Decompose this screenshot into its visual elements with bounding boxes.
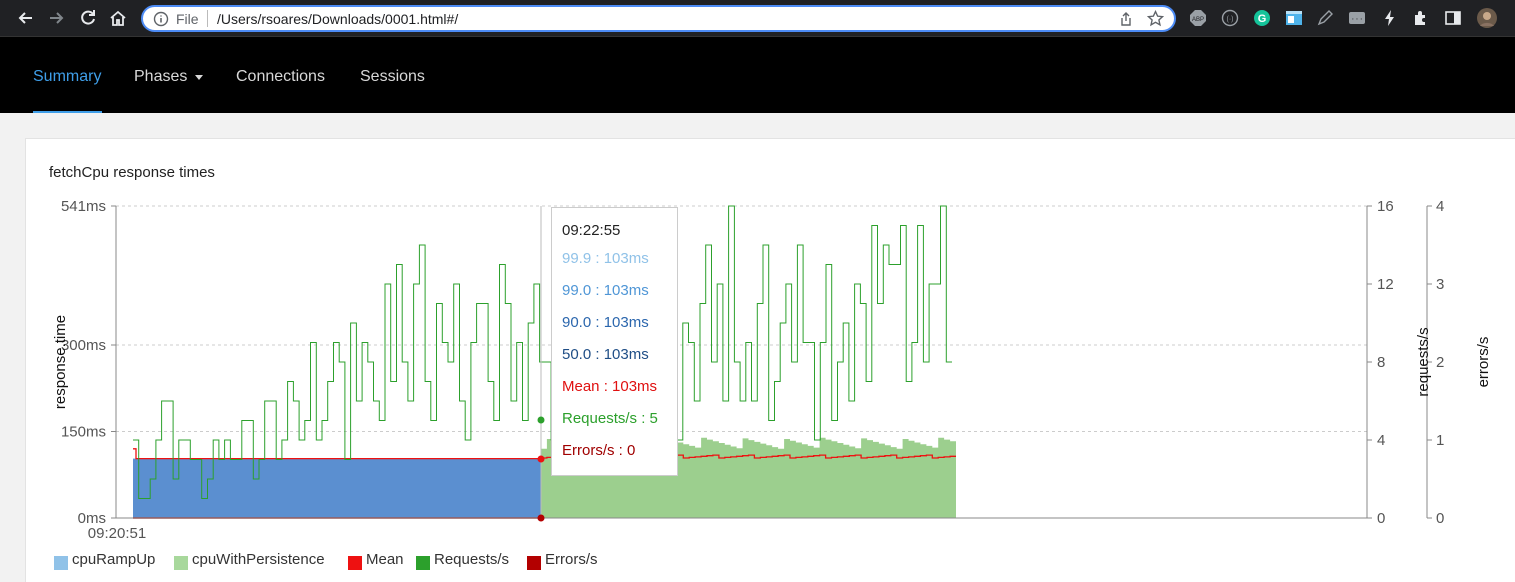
legend-label: cpuWithPersistence xyxy=(192,551,325,568)
app-navbar: Summary Phases Connections Sessions xyxy=(0,36,1515,114)
chart-title: fetchCpu response times xyxy=(49,164,215,181)
nav-phases-label: Phases xyxy=(134,68,188,85)
url-scheme-label: File xyxy=(176,11,199,27)
hover-point-mean xyxy=(537,455,545,463)
y2-axis-title: requests/s xyxy=(1415,327,1432,396)
back-icon[interactable] xyxy=(16,8,36,28)
terminal-extension-icon[interactable]: ··· xyxy=(1348,9,1366,27)
y3-tick-label: 3 xyxy=(1436,276,1444,293)
area-layer xyxy=(133,437,956,518)
legend-label: cpuRampUp xyxy=(72,551,156,568)
tooltip-mean: Mean : 103ms xyxy=(562,378,658,395)
y-axis-title: response.time xyxy=(52,315,69,409)
y2-tick-label: 12 xyxy=(1377,276,1394,293)
tooltip-p900: 90.0 : 103ms xyxy=(562,314,649,331)
browser-toolbar: File /Users/rsoares/Downloads/0001.html#… xyxy=(0,0,1515,36)
y2-tick-label: 4 xyxy=(1377,432,1385,449)
y2-tick-label: 0 xyxy=(1377,510,1385,527)
axes: 0ms150ms300ms541ms04812160123409:20:51re… xyxy=(52,198,1492,542)
legend-swatch xyxy=(527,556,541,570)
legend-swatch xyxy=(54,556,68,570)
hover-point-requests xyxy=(537,416,545,424)
legend-label: Requests/s xyxy=(434,551,510,568)
address-bar[interactable]: File /Users/rsoares/Downloads/0001.html#… xyxy=(141,5,1176,32)
legend-swatch xyxy=(174,556,188,570)
tooltip-requests: Requests/s : 5 xyxy=(562,410,658,427)
cpuRampUp-area xyxy=(133,458,541,518)
svg-text:(·): (·) xyxy=(1227,16,1234,23)
info-icon[interactable] xyxy=(153,11,169,27)
nav-sessions[interactable]: Sessions xyxy=(360,68,425,85)
tooltip-errors: Errors/s : 0 xyxy=(562,442,636,459)
puzzle-extensions-icon[interactable] xyxy=(1412,9,1430,27)
grammarly-extension-icon[interactable]: G xyxy=(1253,9,1271,27)
share-icon[interactable] xyxy=(1118,11,1134,27)
svg-text:···: ··· xyxy=(1351,16,1364,24)
hover-tooltip: 09:22:55 99.9 : 103ms 99.0 : 103ms 90.0 … xyxy=(551,207,678,476)
active-tab-underline xyxy=(33,111,102,114)
tooltip-p990: 99.0 : 103ms xyxy=(562,282,649,299)
url-text[interactable]: /Users/rsoares/Downloads/0001.html#/ xyxy=(217,11,459,27)
pen-extension-icon[interactable] xyxy=(1316,9,1334,27)
caret-down-icon xyxy=(194,74,203,80)
y3-tick-label: 4 xyxy=(1436,198,1444,215)
reload-icon[interactable] xyxy=(78,8,98,28)
y-tick-label: 0ms xyxy=(78,510,106,527)
y3-tick-label: 1 xyxy=(1436,432,1444,449)
hover-point-errors xyxy=(537,514,545,522)
svg-text:ABP: ABP xyxy=(1192,17,1204,23)
bolt-extension-icon[interactable] xyxy=(1381,9,1399,27)
tooltip-p500: 50.0 : 103ms xyxy=(562,346,649,363)
nav-phases[interactable]: Phases xyxy=(134,68,204,86)
y-tick-label: 150ms xyxy=(61,423,106,440)
x-tick-label: 09:20:51 xyxy=(88,525,146,542)
code-extension-icon[interactable]: (·) xyxy=(1221,9,1239,27)
legend-swatch xyxy=(348,556,362,570)
svg-text:G: G xyxy=(1258,13,1267,25)
response-time-chart[interactable]: 0ms150ms300ms541ms04812160123409:20:51re… xyxy=(0,195,1515,582)
y3-tick-label: 2 xyxy=(1436,354,1444,371)
legend-label: Mean xyxy=(366,551,404,568)
bookmark-star-icon[interactable] xyxy=(1147,10,1164,27)
y-tick-label: 300ms xyxy=(61,337,106,354)
y3-axis-title: errors/s xyxy=(1475,337,1492,388)
hover-crosshair xyxy=(537,206,545,522)
legend-swatch xyxy=(416,556,430,570)
home-icon[interactable] xyxy=(108,8,128,28)
sidebar-icon[interactable] xyxy=(1444,9,1462,27)
tooltip-p999: 99.9 : 103ms xyxy=(562,250,649,267)
nav-summary[interactable]: Summary xyxy=(33,68,102,85)
legend-label: Errors/s xyxy=(545,551,598,568)
tooltip-time: 09:22:55 xyxy=(562,222,621,239)
y2-tick-label: 8 xyxy=(1377,354,1385,371)
y3-tick-label: 0 xyxy=(1436,510,1444,527)
window-extension-icon[interactable] xyxy=(1285,9,1303,27)
forward-icon[interactable] xyxy=(46,8,66,28)
y2-tick-label: 16 xyxy=(1377,198,1394,215)
nav-connections[interactable]: Connections xyxy=(236,68,325,85)
profile-avatar-icon[interactable] xyxy=(1477,8,1497,28)
adblock-extension-icon[interactable]: ABP xyxy=(1189,9,1207,27)
address-divider xyxy=(207,10,208,27)
y-tick-label: 541ms xyxy=(61,198,106,215)
